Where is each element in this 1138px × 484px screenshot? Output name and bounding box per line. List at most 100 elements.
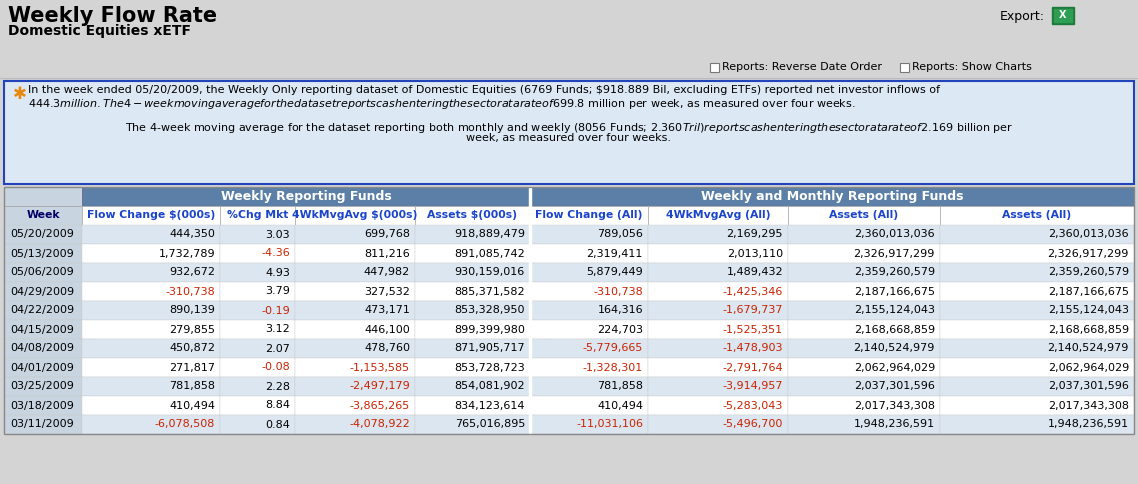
- Text: -1,679,737: -1,679,737: [723, 305, 783, 316]
- Bar: [5, 187, 82, 206]
- Bar: [900, 63, 909, 72]
- Text: 05/06/2009: 05/06/2009: [10, 268, 74, 277]
- Text: %Chg Mkt: %Chg Mkt: [226, 211, 288, 221]
- Text: Weekly Flow Rate: Weekly Flow Rate: [8, 6, 217, 26]
- Bar: [295, 358, 415, 377]
- Bar: [5, 358, 82, 377]
- Bar: [220, 358, 295, 377]
- Bar: [220, 225, 295, 244]
- Bar: [787, 282, 940, 301]
- Bar: [530, 206, 648, 225]
- Text: Assets (All): Assets (All): [830, 211, 899, 221]
- Bar: [82, 320, 220, 339]
- Bar: [5, 339, 82, 358]
- Bar: [648, 415, 787, 434]
- Text: 1,948,236,591: 1,948,236,591: [854, 420, 935, 429]
- Text: 789,056: 789,056: [597, 229, 643, 240]
- Text: 899,399,980: 899,399,980: [454, 324, 525, 334]
- Text: $444.3 million. The 4-week moving average for the dataset reports cash entering : $444.3 million. The 4-week moving averag…: [28, 97, 856, 111]
- Bar: [648, 244, 787, 263]
- Bar: [787, 377, 940, 396]
- Bar: [648, 339, 787, 358]
- Text: -1,425,346: -1,425,346: [723, 287, 783, 297]
- Bar: [415, 339, 530, 358]
- Text: 2,017,343,308: 2,017,343,308: [854, 400, 935, 410]
- Bar: [5, 263, 82, 282]
- Bar: [82, 377, 220, 396]
- Bar: [530, 415, 648, 434]
- Text: 1,948,236,591: 1,948,236,591: [1048, 420, 1129, 429]
- Text: -1,328,301: -1,328,301: [583, 363, 643, 373]
- Bar: [530, 301, 648, 320]
- Text: 2,326,917,299: 2,326,917,299: [854, 248, 935, 258]
- Bar: [940, 225, 1133, 244]
- Bar: [5, 377, 82, 396]
- Bar: [648, 358, 787, 377]
- Bar: [530, 358, 648, 377]
- Bar: [220, 339, 295, 358]
- Text: -5,283,043: -5,283,043: [723, 400, 783, 410]
- Text: 930,159,016: 930,159,016: [455, 268, 525, 277]
- Text: -310,738: -310,738: [593, 287, 643, 297]
- Bar: [530, 225, 648, 244]
- Bar: [787, 225, 940, 244]
- Text: 410,494: 410,494: [170, 400, 215, 410]
- Text: -0.19: -0.19: [262, 305, 290, 316]
- Text: Domestic Equities xETF: Domestic Equities xETF: [8, 24, 191, 38]
- Bar: [5, 396, 82, 415]
- Text: 478,760: 478,760: [364, 344, 410, 353]
- Text: 473,171: 473,171: [364, 305, 410, 316]
- Text: 2,360,013,036: 2,360,013,036: [1048, 229, 1129, 240]
- Text: 450,872: 450,872: [170, 344, 215, 353]
- Text: 2,168,668,859: 2,168,668,859: [1048, 324, 1129, 334]
- Bar: [295, 415, 415, 434]
- Bar: [220, 206, 295, 225]
- Bar: [220, 415, 295, 434]
- Bar: [940, 263, 1133, 282]
- Bar: [415, 320, 530, 339]
- Bar: [710, 63, 719, 72]
- Text: 853,728,723: 853,728,723: [454, 363, 525, 373]
- Text: 327,532: 327,532: [364, 287, 410, 297]
- Bar: [5, 206, 82, 225]
- Text: 3.79: 3.79: [265, 287, 290, 297]
- Text: 446,100: 446,100: [364, 324, 410, 334]
- Text: 2,140,524,979: 2,140,524,979: [1048, 344, 1129, 353]
- Bar: [220, 320, 295, 339]
- Text: The 4-week moving average for the dataset reporting both monthly and weekly (805: The 4-week moving average for the datase…: [125, 121, 1013, 135]
- Bar: [220, 244, 295, 263]
- Bar: [940, 339, 1133, 358]
- Bar: [648, 263, 787, 282]
- Bar: [529, 225, 531, 434]
- Text: In the week ended 05/20/2009, the Weekly Only reporting dataset of Domestic Equi: In the week ended 05/20/2009, the Weekly…: [28, 85, 940, 95]
- Bar: [82, 225, 220, 244]
- Text: -0.08: -0.08: [262, 363, 290, 373]
- Bar: [82, 339, 220, 358]
- Bar: [295, 301, 415, 320]
- Bar: [648, 396, 787, 415]
- Bar: [5, 187, 1133, 434]
- Text: 2,326,917,299: 2,326,917,299: [1048, 248, 1129, 258]
- Bar: [415, 415, 530, 434]
- Bar: [220, 396, 295, 415]
- Bar: [787, 358, 940, 377]
- Text: 224,703: 224,703: [597, 324, 643, 334]
- Text: 891,085,742: 891,085,742: [454, 248, 525, 258]
- Bar: [787, 339, 940, 358]
- Text: 2,140,524,979: 2,140,524,979: [854, 344, 935, 353]
- Bar: [415, 225, 530, 244]
- Text: 932,672: 932,672: [170, 268, 215, 277]
- Text: 2,319,411: 2,319,411: [586, 248, 643, 258]
- Bar: [295, 244, 415, 263]
- Bar: [940, 415, 1133, 434]
- Text: -4,078,922: -4,078,922: [349, 420, 410, 429]
- Text: Flow Change $(000s): Flow Change $(000s): [86, 211, 215, 221]
- Bar: [787, 206, 940, 225]
- Text: 1,732,789: 1,732,789: [158, 248, 215, 258]
- Text: 5,879,449: 5,879,449: [586, 268, 643, 277]
- Bar: [530, 396, 648, 415]
- Text: X: X: [1059, 10, 1066, 20]
- Bar: [415, 206, 530, 225]
- Text: 8.84: 8.84: [265, 400, 290, 410]
- Bar: [5, 301, 82, 320]
